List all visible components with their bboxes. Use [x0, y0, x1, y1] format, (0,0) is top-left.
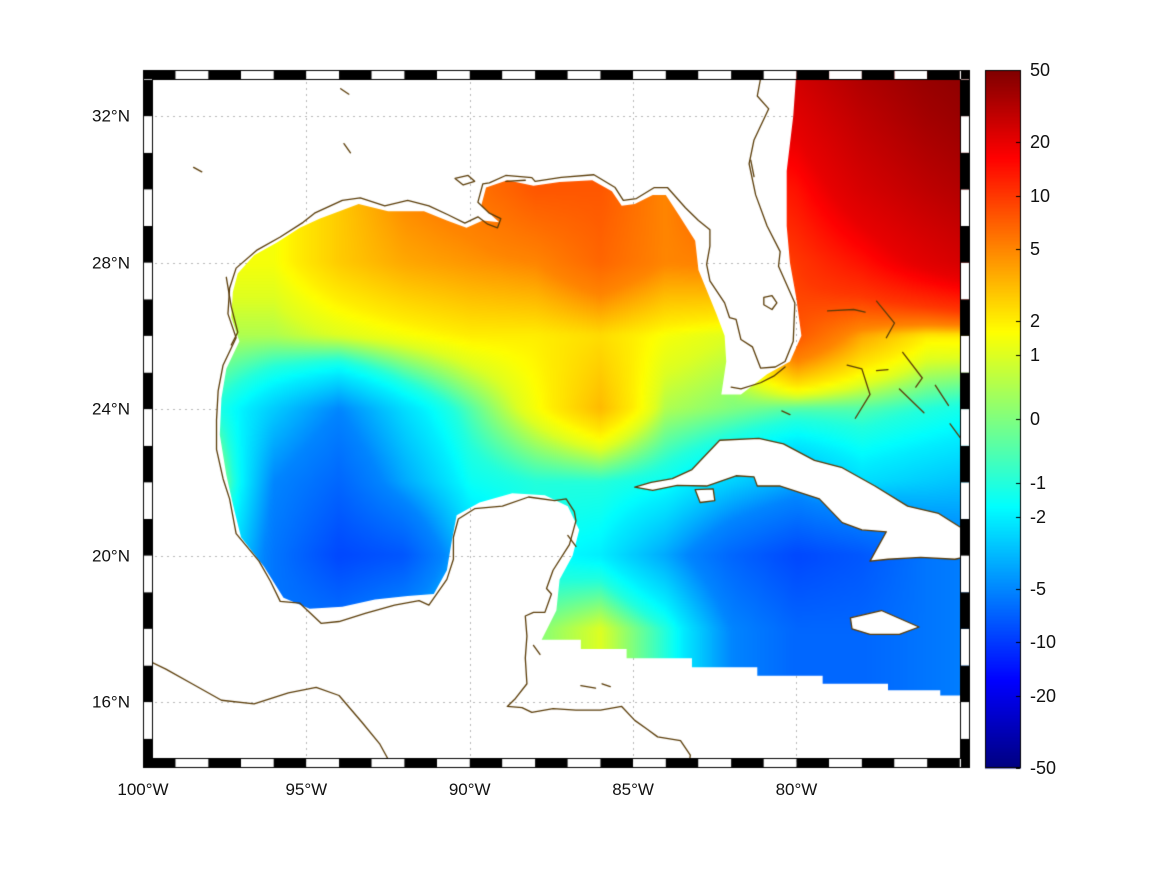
x-tick-label: 85°W [612, 780, 654, 799]
colorbar-tick-label: 20 [1030, 131, 1051, 152]
y-tick-label: 28°N [92, 253, 130, 273]
x-tick-label: 100°W [117, 780, 169, 799]
x-tick-label: 80°W [775, 780, 818, 799]
x-tick-label: 90°W [448, 780, 491, 799]
colorbar-tick-label: -5 [1030, 579, 1047, 600]
y-tick-label: 20°N [92, 546, 130, 566]
y-tick-label: 32°N [92, 106, 130, 126]
y-tick-label: 24°N [92, 399, 130, 419]
colorbar-tick-label: -2 [1030, 507, 1047, 528]
colorbar-tick-label: -1 [1030, 473, 1047, 494]
colorbar-tick-label: 50 [1030, 60, 1051, 80]
colorbar-tick-label: 1 [1030, 344, 1041, 365]
colorbar-tick-label: 10 [1030, 185, 1051, 206]
colorbar-tick-label: -10 [1030, 632, 1057, 653]
colorbar-tick-label: 0 [1030, 409, 1041, 429]
colorbar-tick-label: 5 [1030, 238, 1041, 259]
colorbar-tick-label: -20 [1030, 686, 1057, 707]
x-tick-label: 95°W [285, 780, 328, 799]
colorbar-tick-label: -50 [1030, 758, 1057, 778]
y-tick-label: 16°N [92, 692, 130, 712]
colorbar-tick-label: 2 [1030, 310, 1041, 331]
